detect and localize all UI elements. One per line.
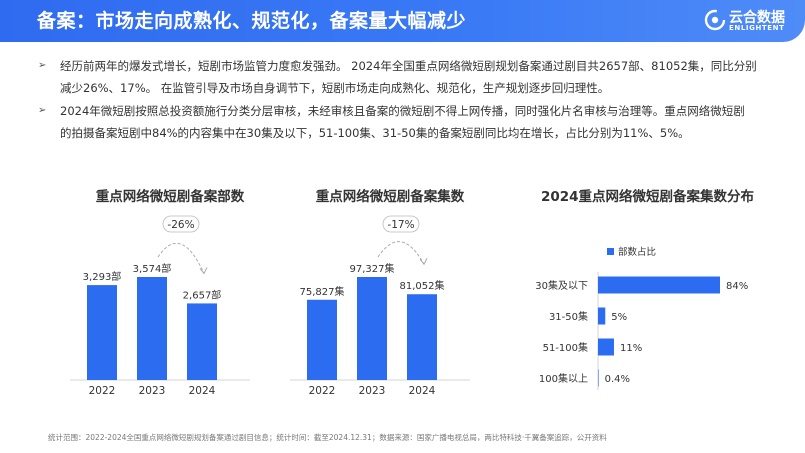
change-badge	[382, 215, 420, 233]
legend-swatch	[607, 248, 614, 255]
bullet-item: ➢ 2024年微短剧按照总投资额施行分类分层审核，未经审核且备案的微短剧不得上网…	[38, 100, 778, 144]
data-label: 97,327集	[350, 262, 395, 275]
data-label: 2,657部	[183, 288, 222, 301]
data-label: 81,052集	[400, 279, 445, 292]
x-tick-label: 2023	[139, 385, 166, 397]
data-label: 75,827集	[300, 285, 345, 298]
arrow-bullet-icon: ➢	[38, 105, 47, 116]
legend-label: 部数占比	[618, 246, 656, 258]
bullet-line: 的拍摄备案短剧中84%的内容集中在30集及以下，51-100集、31-50集的备…	[60, 126, 690, 140]
logo-icon	[704, 9, 726, 31]
y-tick-label: 31-50集	[549, 310, 588, 323]
y-tick-label: 100集以上	[539, 372, 588, 385]
x-tick-label: 2023	[359, 385, 386, 397]
data-label: 0.4%	[605, 374, 630, 385]
x-tick-label: 2022	[89, 385, 116, 397]
bar	[407, 294, 437, 380]
page-title: 备案：市场走向成熟化、规范化，备案量大幅减少	[37, 10, 467, 32]
chart-episode-total: 重点网络微短剧备案集数 75,827集 2022 97,327集 2023 81,052…	[290, 185, 490, 410]
chart-episodes-count: 重点网络微短剧备案部数 3,293部 2022 3,574部 2023 2,657部 20…	[70, 185, 270, 410]
chart-title: 2024重点网络微短剧备案集数分布	[540, 189, 755, 205]
bar	[187, 303, 217, 380]
chart-distribution: 2024重点网络微短剧备案集数分布 部数占比 30集及以下 84% 31-50集 5% 5…	[515, 185, 780, 410]
y-tick-label: 30集及以下	[535, 279, 588, 292]
bar	[598, 338, 614, 356]
data-label: 5%	[611, 312, 627, 323]
x-tick-label: 2024	[409, 385, 436, 397]
bar	[598, 369, 599, 387]
x-tick-label: 2022	[309, 385, 336, 397]
y-tick-label: 51-100集	[543, 341, 588, 354]
trend-arc	[157, 242, 205, 274]
bar	[307, 299, 337, 380]
bullet-line: 减少26%、17%。 在监管引导及市场自身调节下，短剧市场走向成熟化、规范化，生…	[60, 81, 610, 95]
data-label: 84%	[726, 281, 748, 292]
logo-english: ENLIGHTENT	[729, 24, 785, 32]
bar-chart-drama-count: 3,293部 2022 3,574部 2023 2,657部 2024 -26%	[70, 215, 250, 397]
change-label: -17%	[387, 219, 414, 231]
bullet-line: 经历前两年的爆发式增长，短剧市场监管力度愈发强劲。 2024年全国重点网络微短剧…	[60, 59, 757, 73]
footer-source-note: 统计范围：2022-2024全国重点网络微短剧规划备案通过剧目信息；统计时间：截…	[48, 433, 607, 442]
data-label: 3,293部	[83, 270, 122, 283]
bar	[598, 276, 720, 294]
chart-title: 重点网络微短剧备案集数	[315, 189, 465, 205]
arrow-bullet-icon: ➢	[38, 60, 47, 71]
change-badge	[162, 215, 200, 233]
bar	[598, 307, 606, 325]
x-tick-label: 2024	[189, 385, 216, 397]
bullet-line: 2024年微短剧按照总投资额施行分类分层审核，未经审核且备案的微短剧不得上网传播…	[60, 104, 745, 118]
bar	[137, 277, 167, 380]
change-label: -26%	[167, 219, 194, 231]
trend-arc	[377, 241, 425, 265]
data-label: 11%	[620, 343, 642, 354]
summary-bullets: ➢ 经历前两年的爆发式增长，短剧市场监管力度愈发强劲。 2024年全国重点网络微…	[38, 55, 778, 145]
trend-arrow-icon	[199, 267, 208, 275]
bar	[357, 277, 387, 380]
bullet-item: ➢ 经历前两年的爆发式增长，短剧市场监管力度愈发强劲。 2024年全国重点网络微…	[38, 55, 778, 99]
logo-name: 云合数据	[729, 10, 785, 26]
brand-logo: 云合数据 ENLIGHTENT	[704, 7, 796, 37]
trend-arrow-icon	[419, 257, 428, 266]
bar-chart-episode-count: 75,827集 2022 97,327集 2023 81,052集 2024 -17%	[290, 215, 470, 397]
hbar-chart-distribution: 部数占比 30集及以下 84% 31-50集 5% 51-100集 11% 100集以上 0.4…	[535, 246, 748, 390]
chart-title: 重点网络微短剧备案部数	[95, 189, 245, 205]
data-label: 3,574部	[133, 262, 172, 275]
bar	[87, 285, 117, 380]
header-banner: 备案：市场走向成熟化、规范化，备案量大幅减少 云合数据 ENLIGHTENT	[0, 0, 805, 42]
